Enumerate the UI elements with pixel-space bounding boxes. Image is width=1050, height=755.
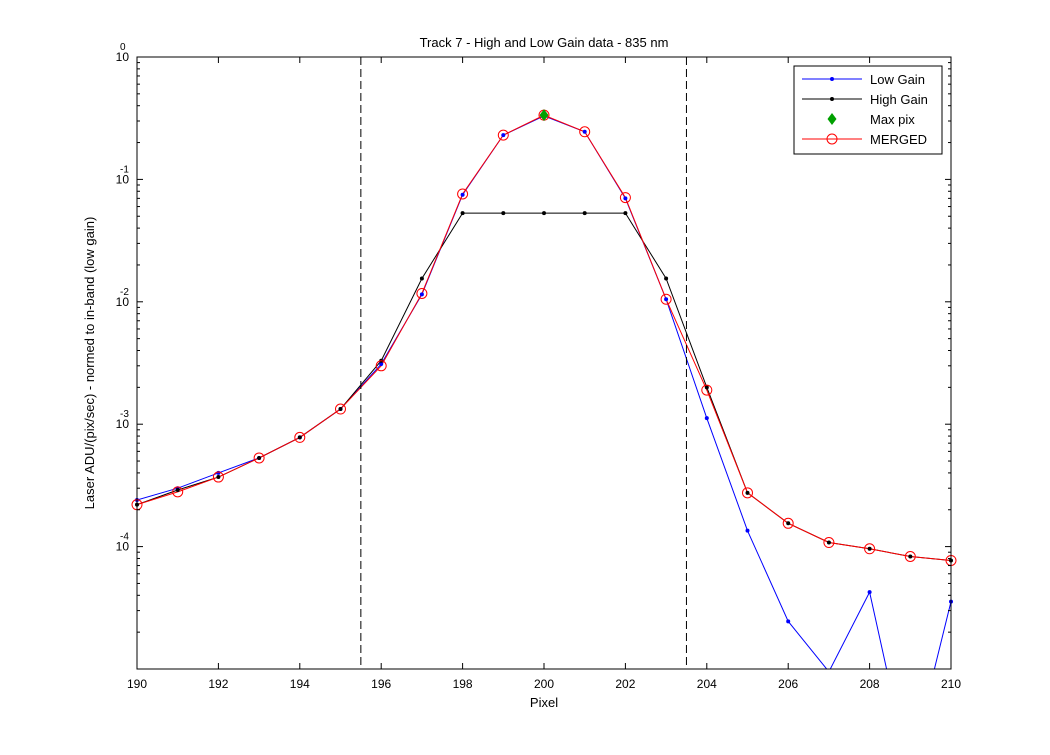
y-tick-label: 10-2 xyxy=(116,287,130,309)
marker-layer xyxy=(131,109,957,624)
y-tick-label-base: 10 xyxy=(116,540,130,554)
data-point-high-gain xyxy=(867,546,872,551)
y-tick-label: 10-1 xyxy=(116,164,130,186)
y-tick-label-exponent: -4 xyxy=(120,532,129,543)
data-point-high-gain xyxy=(216,475,221,480)
data-point-merged xyxy=(172,486,184,498)
legend-marker-swatch xyxy=(826,133,838,145)
legend-label: Max pix xyxy=(870,112,915,127)
legend-marker-swatch xyxy=(830,77,834,81)
data-point-high-gain xyxy=(623,211,628,216)
data-point-high-gain xyxy=(501,211,506,216)
data-point-low-gain xyxy=(379,362,384,367)
data-point-high-gain xyxy=(786,521,791,526)
data-point-high-gain xyxy=(297,435,302,440)
data-point-high-gain xyxy=(460,211,465,216)
data-point-low-gain xyxy=(867,590,872,595)
data-point-low-gain xyxy=(623,196,628,201)
data-point-merged xyxy=(335,403,346,415)
data-point-max-pix xyxy=(539,109,549,122)
x-tick-label: 208 xyxy=(860,677,880,691)
data-point-high-gain xyxy=(419,276,424,281)
legend-entry-max-pix: Max pix xyxy=(827,112,915,127)
x-tick-label: 206 xyxy=(778,677,798,691)
data-point-low-gain xyxy=(460,192,465,197)
y-tick-label-base: 10 xyxy=(116,295,130,309)
x-tick-label: 202 xyxy=(615,677,635,691)
data-point-high-gain xyxy=(542,211,546,216)
data-point-merged xyxy=(416,287,428,299)
vline-layer xyxy=(360,57,687,669)
data-point-high-gain xyxy=(664,276,669,281)
data-point-merged xyxy=(864,543,876,555)
data-point-merged xyxy=(294,431,306,443)
data-point-merged xyxy=(375,360,387,372)
data-point-high-gain xyxy=(908,554,913,559)
x-axis-label: Pixel xyxy=(530,695,558,710)
legend: Low Gain High Gain Max pix MERGED xyxy=(793,65,943,155)
y-axis-label: Laser ADU/(pix/sec) - normed to in-band … xyxy=(82,217,97,510)
y-tick-label-base: 10 xyxy=(116,417,130,431)
data-point-low-gain xyxy=(419,292,424,297)
legend-label: High Gain xyxy=(870,92,928,107)
data-point-low-gain xyxy=(786,619,791,624)
chart-title: Track 7 - High and Low Gain data - 835 n… xyxy=(420,35,669,50)
x-tick-label: 204 xyxy=(697,677,717,691)
legend-entry-merged: MERGED xyxy=(802,132,927,147)
y-tick-label: 10-3 xyxy=(116,409,130,431)
data-point-merged xyxy=(660,293,672,305)
x-tick-label: 198 xyxy=(453,677,473,691)
data-point-merged xyxy=(579,126,591,138)
axes-layer: 190 192 194 196 198 200 202 204 206 208 21010010-1… xyxy=(116,42,962,691)
legend-label: Low Gain xyxy=(870,72,925,87)
data-point-high-gain xyxy=(704,385,709,390)
data-point-high-gain xyxy=(745,490,750,495)
y-tick-label-base: 10 xyxy=(116,172,130,186)
data-point-merged xyxy=(212,471,224,483)
data-point-high-gain xyxy=(582,211,587,216)
plot-background xyxy=(137,57,951,669)
data-point-merged xyxy=(497,129,509,141)
data-point-merged xyxy=(253,452,265,464)
data-point-high-gain xyxy=(257,455,262,460)
x-tick-label: 194 xyxy=(290,677,310,691)
data-point-high-gain xyxy=(338,407,343,412)
y-tick-label: 100 xyxy=(116,42,130,64)
data-point-high-gain xyxy=(826,540,831,545)
data-point-low-gain xyxy=(745,528,750,533)
legend-marker-swatch xyxy=(830,97,834,101)
x-tick-label: 200 xyxy=(534,677,554,691)
y-tick-label-exponent: -3 xyxy=(120,409,129,420)
x-tick-label: 192 xyxy=(208,677,228,691)
data-point-merged xyxy=(457,188,469,200)
data-point-low-gain xyxy=(582,129,587,134)
data-point-low-gain xyxy=(664,297,669,302)
y-tick-label-exponent: -1 xyxy=(120,164,129,175)
x-tick-label: 196 xyxy=(371,677,391,691)
legend-entry-high-gain: High Gain xyxy=(802,92,928,107)
data-point-low-gain xyxy=(704,416,709,421)
y-tick-label-exponent: 0 xyxy=(120,42,126,53)
y-tick-label: 10-4 xyxy=(116,532,130,554)
y-tick-label-base: 10 xyxy=(116,50,130,64)
data-point-merged xyxy=(701,384,713,396)
data-point-low-gain xyxy=(501,133,506,138)
data-point-merged xyxy=(782,517,794,529)
x-tick-label: 210 xyxy=(941,677,961,691)
x-tick-label: 190 xyxy=(127,677,147,691)
legend-marker-swatch xyxy=(827,113,837,125)
data-point-low-gain xyxy=(216,470,221,475)
y-tick-label-exponent: -2 xyxy=(120,287,129,298)
data-point-merged xyxy=(619,192,631,204)
data-point-merged xyxy=(904,551,916,563)
legend-entry-low-gain: Low Gain xyxy=(802,72,925,87)
data-point-merged xyxy=(742,487,753,499)
legend-label: MERGED xyxy=(870,132,927,147)
data-point-merged xyxy=(823,537,835,549)
data-point-high-gain xyxy=(175,488,180,493)
